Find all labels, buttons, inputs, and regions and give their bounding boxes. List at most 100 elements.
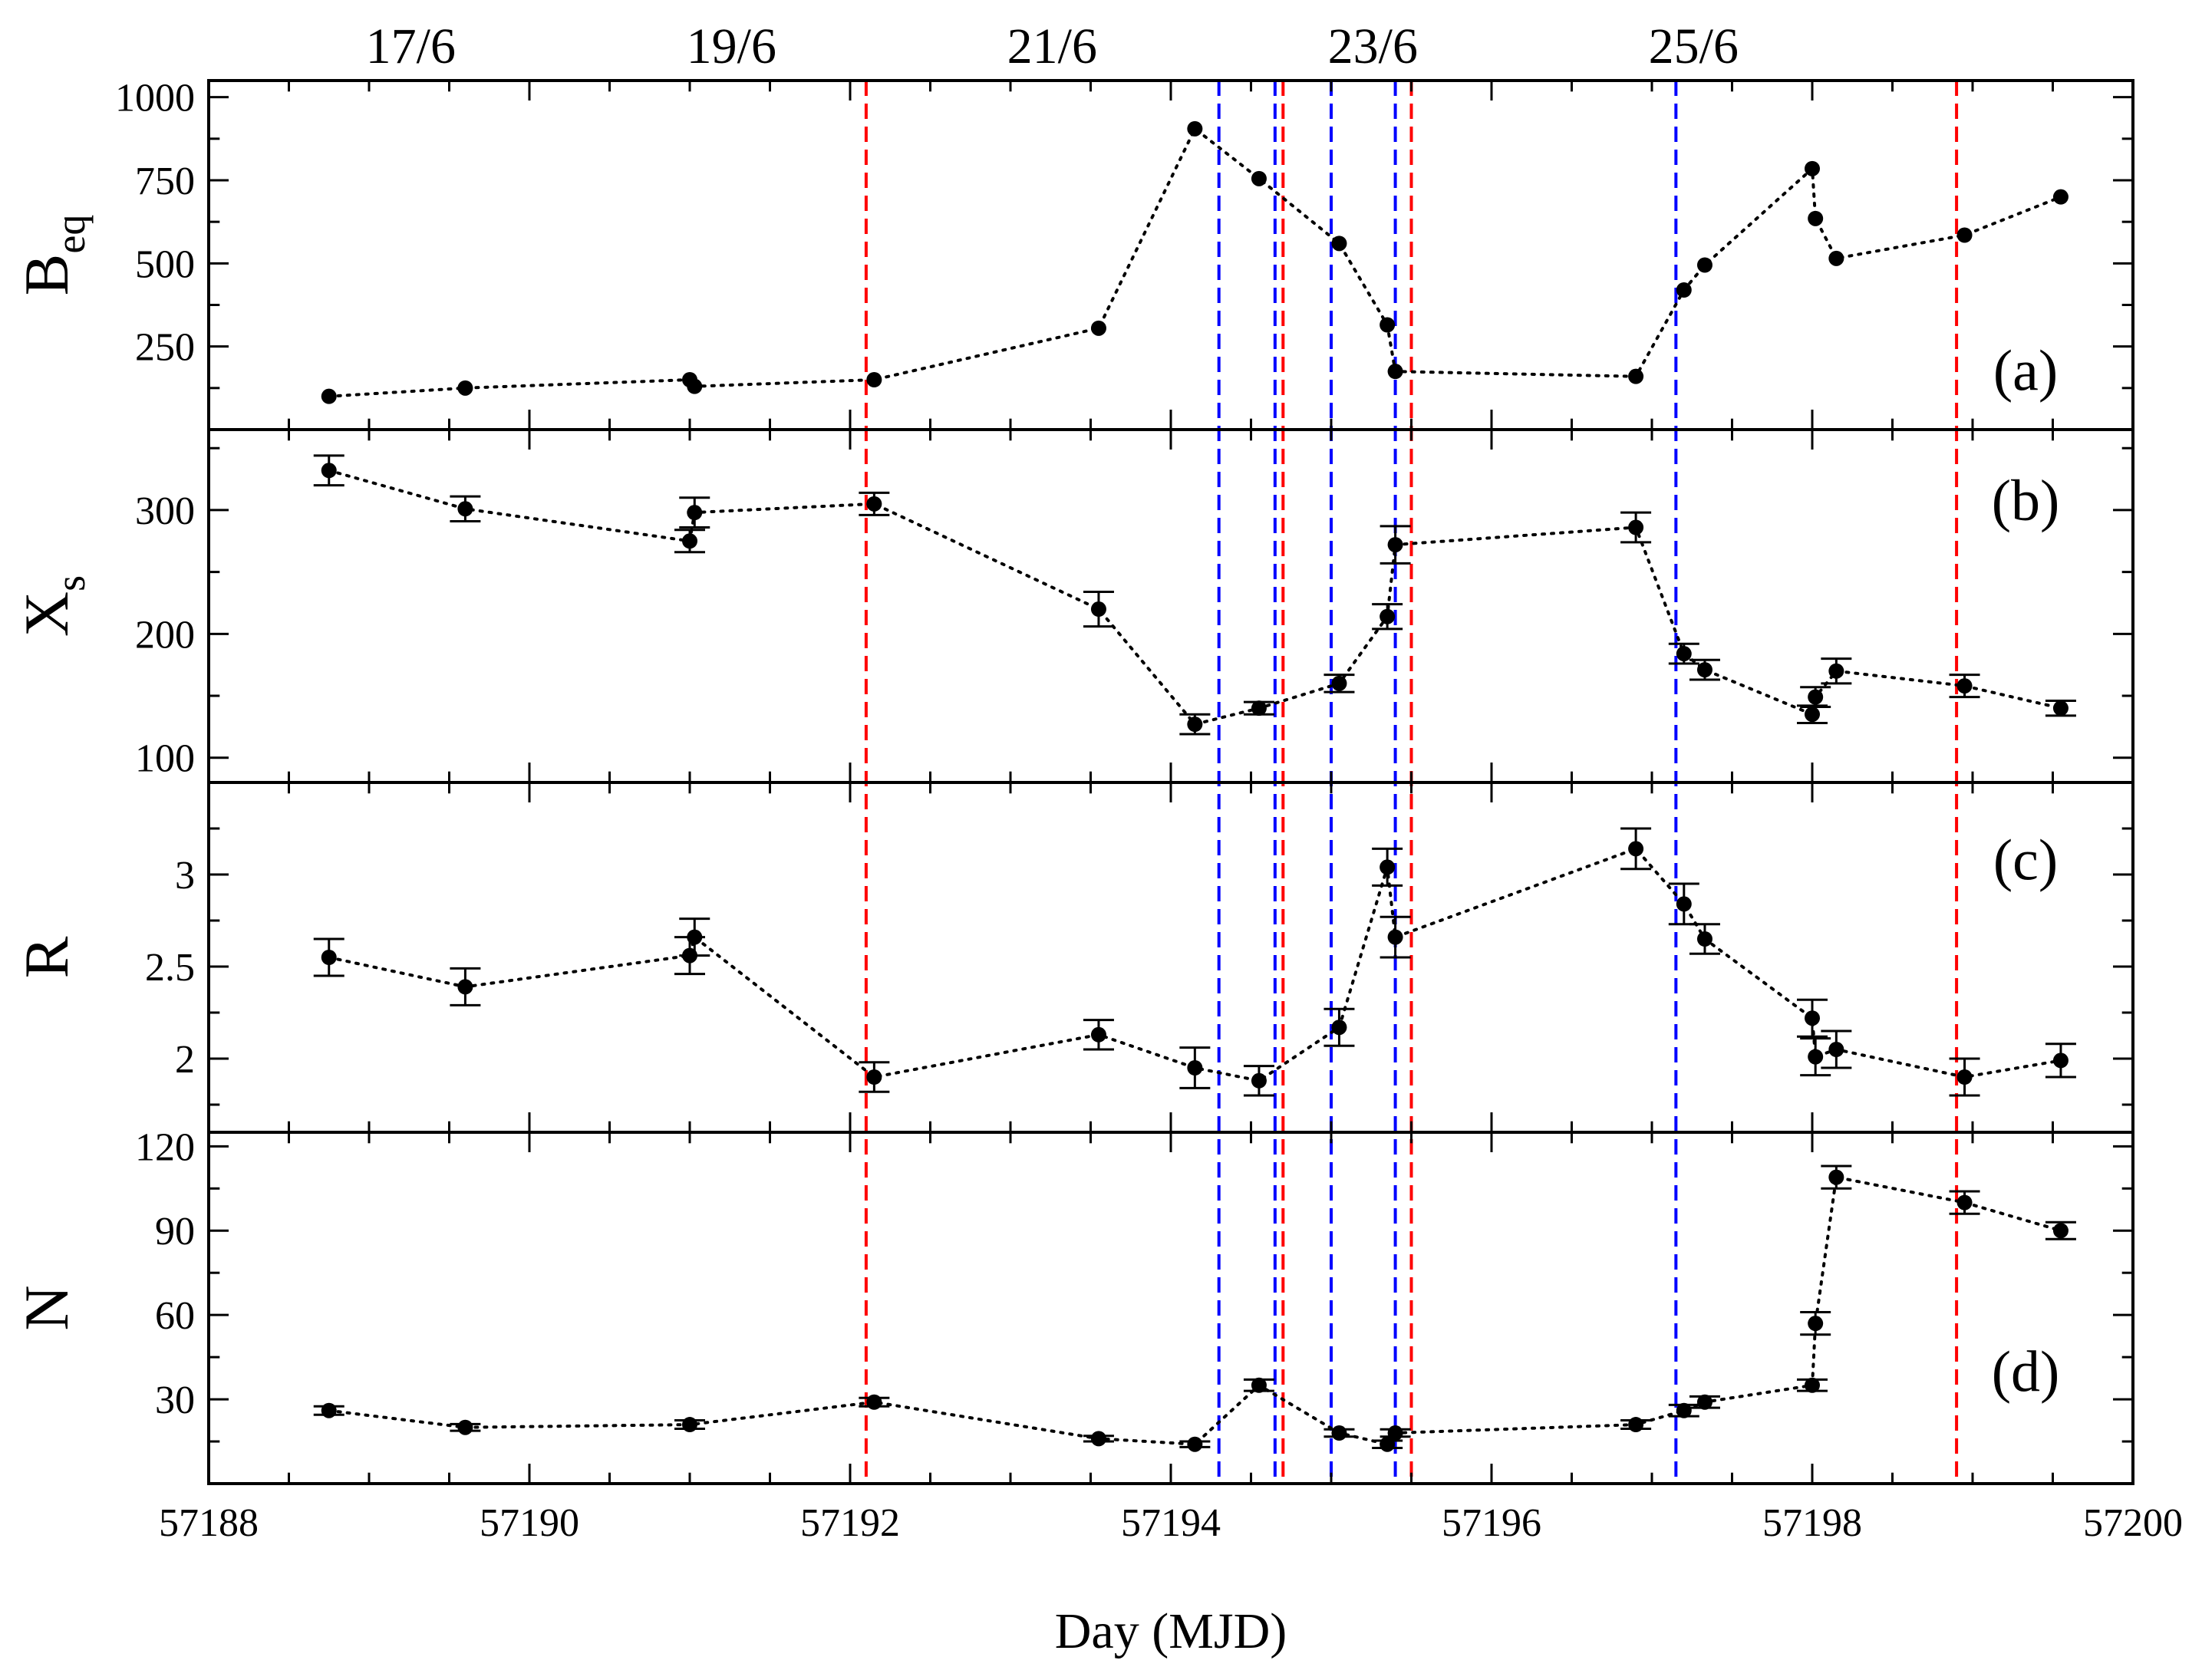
data-point-a-11 <box>1628 368 1644 384</box>
data-point-c-11 <box>1628 841 1644 857</box>
y-tick-label-c-1: 2.5 <box>145 946 195 990</box>
labels: 57188 57190 57192 57194 57196 57198 57200 Day (… <box>12 18 2183 1659</box>
panel-label-c: (c) <box>1993 828 2058 892</box>
y-axis-title-c: R <box>12 936 81 978</box>
data-point-a-5 <box>1090 320 1106 336</box>
top-date-label-3: 23/6 <box>1328 18 1418 74</box>
x-tick-label-4: 57196 <box>1442 1501 1541 1545</box>
data-point-b-16 <box>1828 663 1844 679</box>
y-tick-label-a-1: 500 <box>135 242 195 286</box>
data-point-d-17 <box>2052 1223 2068 1239</box>
data-point-b-4 <box>866 496 882 512</box>
data-point-b-17 <box>1956 678 1973 694</box>
data-point-a-9 <box>1380 317 1396 333</box>
data-point-a-14 <box>1805 160 1820 176</box>
data-point-d-12 <box>1696 1394 1712 1410</box>
data-point-c-6 <box>1187 1060 1203 1076</box>
data-point-b-13 <box>1696 662 1712 678</box>
data-point-b-0 <box>321 463 337 479</box>
data-point-c-1 <box>457 979 473 995</box>
y-tick-label-d-2: 90 <box>155 1210 195 1253</box>
data-point-c-17 <box>1956 1069 1973 1085</box>
data-point-c-0 <box>321 950 337 965</box>
panel-label-b: (b) <box>1992 469 2060 533</box>
y-axis-title-sub-a: eq <box>48 215 94 254</box>
y-axis-title-sub-b: s <box>48 575 94 591</box>
data-point-c-7 <box>1251 1072 1267 1089</box>
x-tick-label-5: 57198 <box>1762 1501 1862 1545</box>
data-point-c-4 <box>866 1069 882 1085</box>
panel-label-a: (a) <box>1993 339 2058 404</box>
y-tick-label-c-2: 3 <box>175 854 195 898</box>
data-point-d-10 <box>1628 1417 1644 1433</box>
axes <box>207 79 2134 1485</box>
data-point-b-18 <box>2052 700 2068 716</box>
data-point-d-8 <box>1380 1436 1396 1452</box>
data-point-b-1 <box>457 501 473 517</box>
x-tick-label-1: 57190 <box>480 1501 579 1545</box>
top-date-label-2: 21/6 <box>1007 18 1097 74</box>
data-point-d-4 <box>1090 1431 1106 1447</box>
y-tick-label-b-1: 200 <box>135 613 195 657</box>
data-point-d-16 <box>1956 1194 1973 1211</box>
data-point-d-9 <box>1387 1425 1403 1441</box>
series-line-a <box>327 126 2062 398</box>
y-axis-title-a: Beq <box>12 215 94 296</box>
data-point-b-11 <box>1628 519 1644 535</box>
data-point-a-10 <box>1387 364 1403 380</box>
data-point-d-6 <box>1251 1377 1267 1393</box>
data-point-c-8 <box>1331 1020 1347 1036</box>
data-point-b-9 <box>1380 608 1396 624</box>
y-axis-title-main-a: B <box>12 254 81 296</box>
data-point-c-9 <box>1380 859 1396 875</box>
data-point-a-17 <box>1956 227 1973 243</box>
data-point-a-6 <box>1187 120 1203 137</box>
data-point-c-10 <box>1387 929 1403 945</box>
x-axis-title: Day (MJD) <box>1055 1603 1287 1659</box>
data-point-a-7 <box>1251 170 1267 186</box>
data-point-d-0 <box>321 1402 337 1418</box>
data-point-b-7 <box>1251 700 1267 716</box>
x-tick-label-0: 57188 <box>159 1501 259 1545</box>
data-point-a-18 <box>2052 189 2068 205</box>
y-tick-label-b-2: 300 <box>135 489 195 533</box>
data-point-d-1 <box>457 1419 473 1435</box>
top-date-label-1: 19/6 <box>687 18 776 74</box>
data-point-b-5 <box>1090 601 1106 618</box>
x-tick-label-3: 57194 <box>1121 1501 1221 1545</box>
data-point-d-13 <box>1805 1377 1820 1393</box>
data-point-b-14 <box>1805 707 1820 723</box>
y-tick-label-d-3: 120 <box>135 1125 195 1169</box>
data-point-d-7 <box>1331 1425 1347 1441</box>
panel-label-d: (d) <box>1992 1339 2060 1404</box>
series-line-d <box>327 1175 2062 1446</box>
data-series <box>313 120 2076 1452</box>
data-point-a-8 <box>1331 236 1347 252</box>
data-point-c-13 <box>1696 931 1712 947</box>
y-tick-label-a-2: 750 <box>135 160 195 203</box>
data-point-c-5 <box>1090 1026 1106 1043</box>
data-point-d-5 <box>1187 1436 1203 1452</box>
data-point-d-3 <box>866 1394 882 1410</box>
data-point-a-13 <box>1696 257 1712 273</box>
y-axis-title-main-d: N <box>12 1285 81 1330</box>
y-axis-title-d: N <box>12 1285 81 1330</box>
data-point-a-12 <box>1676 282 1692 298</box>
data-point-b-15 <box>1808 689 1824 705</box>
y-tick-label-a-3: 1000 <box>115 77 195 120</box>
data-point-b-3 <box>687 505 703 521</box>
data-point-a-16 <box>1828 250 1844 266</box>
data-point-c-16 <box>1828 1042 1844 1057</box>
data-point-d-14 <box>1808 1316 1824 1332</box>
data-point-a-15 <box>1808 210 1824 226</box>
data-point-a-3 <box>687 378 703 394</box>
data-point-c-18 <box>2052 1052 2068 1069</box>
y-axis-title-b: Xs <box>12 575 94 637</box>
data-point-d-15 <box>1828 1169 1844 1185</box>
data-point-b-6 <box>1187 716 1203 733</box>
top-date-label-4: 25/6 <box>1649 18 1739 74</box>
y-tick-label-d-0: 30 <box>155 1379 195 1422</box>
top-date-label-0: 17/6 <box>366 18 456 74</box>
y-tick-label-a-0: 250 <box>135 326 195 370</box>
